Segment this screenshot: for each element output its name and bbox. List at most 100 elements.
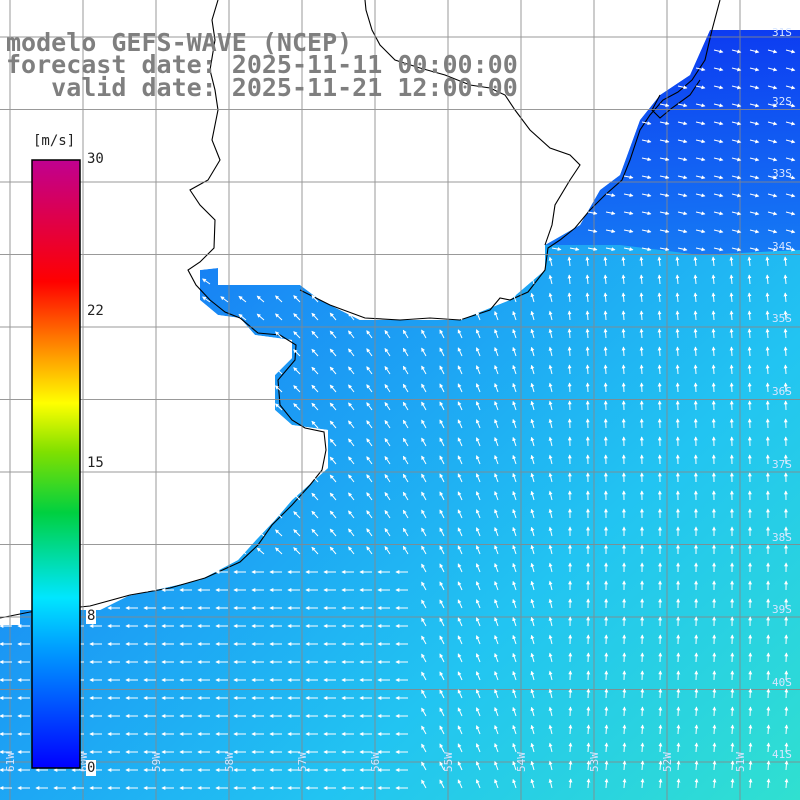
wind-arrow — [439, 509, 445, 519]
wind-arrow — [439, 329, 445, 339]
wind-arrow — [749, 85, 760, 90]
wind-arrow — [586, 688, 591, 699]
wind-arrow — [749, 157, 760, 162]
wind-arrow — [311, 546, 319, 555]
wind-arrow — [494, 652, 499, 663]
wind-arrow — [548, 256, 553, 267]
wind-arrow — [421, 509, 427, 519]
wind-arrow — [402, 419, 409, 429]
wind-arrow — [548, 310, 553, 321]
wind-arrow — [713, 229, 724, 234]
wind-arrow — [475, 599, 481, 609]
wind-arrow — [695, 247, 706, 252]
wind-arrow — [548, 274, 553, 285]
wind-arrow — [548, 598, 553, 609]
wind-arrow — [421, 761, 427, 771]
wind-arrow — [238, 547, 247, 555]
wind-arrow — [766, 760, 771, 771]
wind-arrow — [475, 419, 481, 429]
wind-arrow — [748, 724, 753, 735]
wind-arrow — [785, 103, 796, 108]
wind-arrow — [785, 247, 796, 252]
wind-arrow — [765, 328, 770, 339]
wind-arrow — [494, 616, 499, 627]
wind-arrow — [675, 382, 680, 393]
wind-arrow — [329, 438, 337, 447]
wind-arrow — [494, 742, 499, 753]
wind-arrow — [693, 256, 698, 267]
wind-arrow — [621, 310, 626, 321]
wind-arrow — [658, 688, 663, 699]
wind-arrow — [293, 511, 301, 519]
wind-arrow — [384, 545, 391, 555]
wind-arrow — [475, 383, 481, 393]
wind-arrow — [421, 653, 427, 663]
wind-arrow — [475, 653, 481, 663]
wind-arrow — [402, 545, 409, 555]
north-sea-area — [545, 30, 800, 255]
wind-arrow — [384, 527, 391, 537]
wind-arrow — [676, 724, 681, 735]
lat-label: 36S — [772, 385, 792, 398]
wind-arrow — [622, 724, 627, 735]
wind-arrow — [657, 364, 662, 375]
wind-arrow — [548, 508, 553, 519]
wind-arrow — [675, 346, 680, 357]
wind-arrow — [475, 509, 481, 519]
wind-arrow — [585, 292, 590, 303]
wind-arrow — [439, 707, 445, 717]
wind-arrow — [494, 544, 499, 555]
wind-arrow — [421, 491, 427, 501]
wind-arrow — [457, 563, 463, 573]
wind-arrow — [494, 526, 499, 537]
wind-arrow — [603, 310, 608, 321]
lat-label: 32S — [772, 95, 792, 108]
wind-arrow — [731, 139, 742, 144]
wind-arrow — [657, 292, 662, 303]
wind-arrow — [694, 778, 699, 789]
lat-label: 31S — [772, 26, 792, 39]
wind-arrow — [695, 139, 706, 144]
wind-arrow — [439, 779, 445, 789]
wind-arrow — [676, 742, 681, 753]
wind-arrow — [348, 420, 355, 429]
wind-arrow — [329, 402, 337, 411]
wind-arrow — [311, 312, 319, 321]
wind-arrow — [730, 688, 735, 699]
wind-arrow — [275, 547, 283, 555]
wind-arrow — [475, 671, 481, 681]
wind-arrow — [457, 779, 463, 789]
wind-arrow — [731, 211, 742, 216]
wind-arrow — [384, 401, 391, 411]
wind-arrow — [275, 511, 283, 519]
lat-label: 37S — [772, 458, 792, 471]
wind-arrow — [439, 545, 445, 555]
wind-arrow — [439, 401, 445, 411]
wind-arrow — [530, 598, 535, 609]
wind-arrow — [421, 779, 427, 789]
wind-arrow — [641, 229, 652, 234]
wind-arrow — [783, 346, 788, 357]
wind-arrow — [567, 274, 572, 285]
wind-arrow — [329, 312, 337, 321]
wind-arrow — [439, 419, 445, 429]
wind-arrow — [548, 418, 553, 429]
wind-arrow — [439, 383, 445, 393]
wind-arrow — [311, 402, 319, 411]
wind-arrow — [747, 274, 752, 285]
wind-arrow — [311, 510, 319, 519]
wind-arrow — [256, 547, 265, 555]
wind-arrow — [658, 742, 663, 753]
wind-arrow — [712, 760, 717, 771]
wind-arrow — [530, 292, 535, 303]
wind-arrow — [587, 211, 598, 216]
wind-arrow — [731, 175, 742, 180]
wind-arrow — [421, 527, 427, 537]
wind-arrow — [457, 635, 463, 645]
wind-arrow — [729, 382, 734, 393]
wind-arrow — [623, 175, 634, 180]
wind-arrow — [639, 328, 644, 339]
wind-arrow — [568, 778, 573, 789]
wind-arrow — [586, 778, 591, 789]
